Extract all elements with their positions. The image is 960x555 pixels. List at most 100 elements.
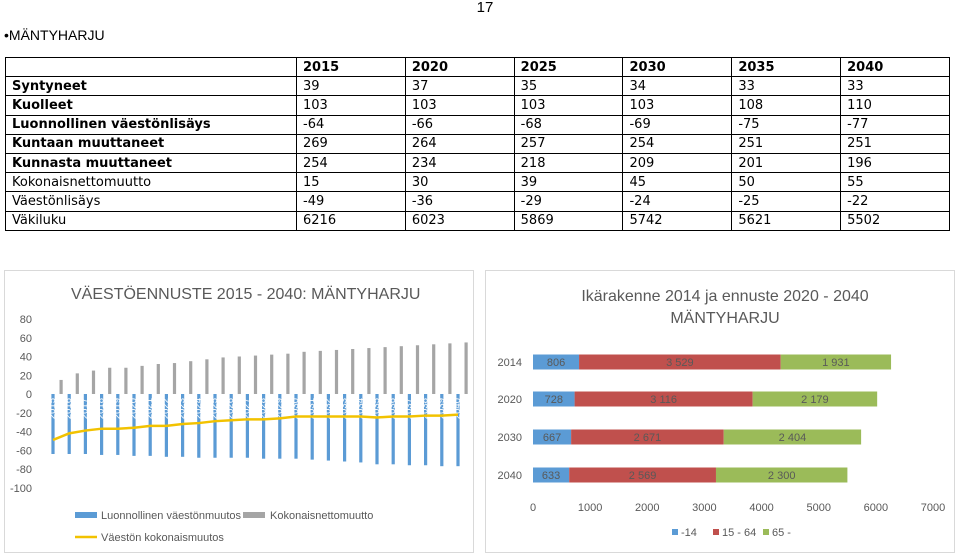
table-cell: 35 bbox=[513, 76, 624, 97]
table-cell: 34 bbox=[622, 76, 733, 97]
data-label: 2 179 bbox=[801, 394, 829, 406]
row-label: Väestönlisäys bbox=[5, 191, 297, 212]
x-tick-label: 2016 bbox=[63, 398, 74, 419]
table-cell: 254 bbox=[622, 133, 733, 154]
table-cell: 254 bbox=[296, 152, 406, 174]
natural-change-bar bbox=[440, 394, 444, 467]
legend-label: Kokonaisnettomuutto bbox=[270, 510, 373, 522]
table-cell: 103 bbox=[296, 95, 406, 116]
x-tick-label: 2027 bbox=[241, 398, 252, 419]
table-corner-cell bbox=[5, 56, 297, 78]
table-cell: -49 bbox=[296, 191, 406, 212]
table-row: Kokonaisnettomuutto 15 30 39 45 50 55 bbox=[5, 172, 950, 193]
x-tick-label: 2036 bbox=[387, 398, 398, 419]
data-label: 2 300 bbox=[768, 470, 796, 482]
table-cell: 103 bbox=[622, 95, 733, 116]
net-migration-bar bbox=[415, 345, 420, 394]
legend-swatch bbox=[672, 529, 678, 535]
net-migration-bar bbox=[383, 347, 387, 394]
net-migration-bar bbox=[399, 346, 403, 394]
table-cell: 5742 bbox=[622, 210, 733, 231]
row-label: Luonnollinen väestönlisäys bbox=[5, 114, 297, 135]
legend-label: 15 - 64 bbox=[722, 527, 756, 539]
row-label: Kuntaan muuttaneet bbox=[5, 133, 297, 154]
natural-change-bar bbox=[359, 394, 363, 463]
y-tick-label: 40 bbox=[20, 352, 32, 364]
population-table: 2015 2020 2025 2030 2035 2040 Syntyneet 39 37 35… bbox=[5, 56, 950, 231]
total-change-line bbox=[52, 413, 459, 442]
natural-change-bar bbox=[424, 394, 428, 466]
net-migration-bar bbox=[221, 357, 225, 394]
page-number: 17 bbox=[476, 0, 494, 16]
table-cell: 5621 bbox=[731, 210, 842, 231]
x-tick-label: 0 bbox=[530, 502, 536, 514]
age-group-bar-segment bbox=[571, 429, 724, 445]
natural-change-bar bbox=[391, 394, 395, 465]
x-tick-label: 2039 bbox=[436, 398, 447, 419]
x-tick-label: 2025 bbox=[209, 398, 220, 419]
natural-change-bar bbox=[326, 394, 330, 461]
table-cell: 108 bbox=[731, 95, 842, 116]
net-migration-bar bbox=[108, 367, 112, 394]
y-tick-label: -40 bbox=[16, 427, 32, 439]
table-cell: 15 bbox=[296, 172, 406, 193]
net-migration-bar bbox=[189, 361, 193, 394]
age-group-bar-segment bbox=[723, 429, 862, 445]
legend-swatch bbox=[243, 512, 265, 518]
table-row: Väestönlisäys -49 -36 -29 -24 -25 -22 bbox=[5, 191, 950, 212]
table-cell: -75 bbox=[731, 114, 842, 135]
net-migration-bar bbox=[124, 367, 128, 394]
table-cell: 37 bbox=[404, 76, 515, 97]
data-label: 2 671 bbox=[634, 432, 662, 444]
natural-change-bar bbox=[407, 394, 411, 466]
x-tick-label: 2020 bbox=[128, 398, 139, 419]
column-header: 2020 bbox=[404, 56, 515, 78]
x-tick-label: 2022 bbox=[160, 398, 171, 419]
natural-change-bar bbox=[456, 394, 460, 467]
row-label: Väkiluku bbox=[5, 210, 297, 231]
table-cell: -64 bbox=[296, 114, 406, 135]
x-tick-label: 2035 bbox=[371, 398, 382, 419]
x-tick-label: 2019 bbox=[112, 398, 123, 419]
natural-change-bar bbox=[375, 394, 379, 465]
data-label: 2 404 bbox=[779, 432, 807, 444]
data-label: 806 bbox=[547, 357, 565, 369]
column-header: 2040 bbox=[840, 56, 950, 78]
table-cell: 234 bbox=[404, 152, 515, 174]
row-label: Kokonaisnettomuutto bbox=[5, 172, 297, 193]
age-group-bar-segment bbox=[533, 429, 572, 445]
x-tick-label: 2015 bbox=[47, 398, 58, 419]
table-cell: -36 bbox=[404, 191, 515, 212]
table-cell: 257 bbox=[513, 133, 624, 154]
table-cell: -68 bbox=[513, 114, 624, 135]
table-row: Väkiluku 6216 6023 5869 5742 5621 5502 bbox=[5, 210, 950, 231]
table-cell: 30 bbox=[404, 172, 515, 193]
population-forecast-svg: VÄESTÖENNUSTE 2015 - 2040: MÄNTYHARJU 80 6… bbox=[10, 285, 468, 544]
x-tick-label: 2024 bbox=[193, 398, 204, 419]
table-cell: 39 bbox=[296, 76, 406, 97]
data-label: 2 569 bbox=[629, 470, 657, 482]
net-migration-bar bbox=[302, 351, 306, 394]
table-cell: 45 bbox=[622, 172, 733, 193]
net-migration-bar bbox=[91, 370, 96, 394]
legend-label: -14 bbox=[681, 527, 697, 539]
x-tick-label: 2017 bbox=[79, 398, 90, 419]
y-tick-label: 2014 bbox=[498, 357, 522, 369]
net-migration-bar bbox=[59, 379, 63, 394]
column-header: 2030 bbox=[622, 56, 733, 78]
net-migration-bar bbox=[367, 348, 371, 394]
table-cell: -25 bbox=[731, 191, 842, 212]
net-migration-bar bbox=[172, 363, 177, 394]
x-tick-label: 3000 bbox=[692, 502, 716, 514]
x-tick-label: 5000 bbox=[806, 502, 830, 514]
data-label: 728 bbox=[545, 394, 563, 406]
age-group-bar-segment bbox=[574, 391, 753, 407]
x-tick-label: 2032 bbox=[322, 398, 333, 419]
y-tick-label: -60 bbox=[16, 445, 32, 457]
legend-label: Luonnollinen väestönmuutos bbox=[101, 510, 242, 522]
net-migration-bar bbox=[464, 342, 468, 394]
column-header: 2025 bbox=[513, 56, 624, 78]
y-tick-label: 80 bbox=[20, 314, 32, 326]
x-tick-label: 2038 bbox=[420, 398, 431, 419]
table-cell: 201 bbox=[731, 152, 842, 174]
